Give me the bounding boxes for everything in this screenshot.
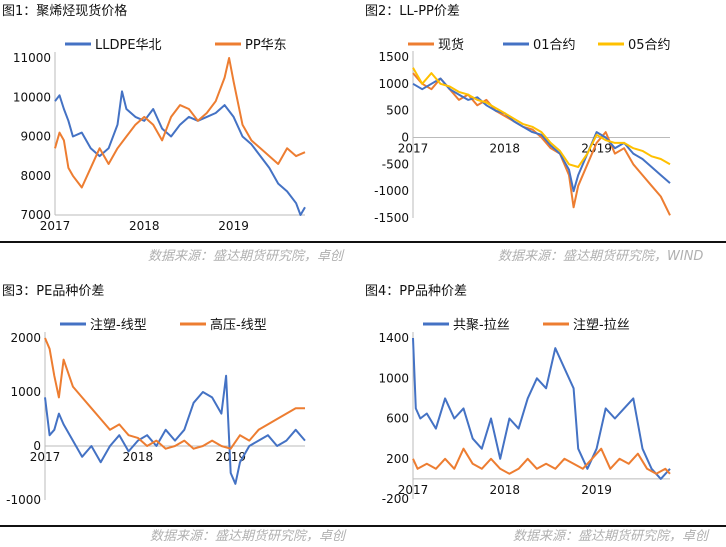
panel-pp-spread: 图4：PP品种价差 -200 200 600 1000 1400 2017 2018 2019…: [363, 280, 726, 547]
legend-label: LLDPE华北: [95, 38, 162, 53]
source-note: 数据来源：盛达期货研究院，卓创: [513, 529, 709, 544]
y-tick-label: 10000: [13, 90, 51, 104]
y-tick-label: 600: [386, 412, 409, 426]
series-line-2: [412, 67, 671, 168]
y-tick-label: 7000: [20, 208, 51, 222]
y-tick-label: 1000: [378, 77, 409, 91]
divider: [0, 525, 363, 527]
y-tick-label: 1000: [378, 371, 409, 385]
y-tick-label: 8000: [20, 169, 51, 183]
x-tick-label: 2018: [123, 450, 154, 464]
x-tick-label: 2017: [40, 219, 71, 233]
series-line-0: [44, 374, 306, 485]
series-line-0: [54, 90, 306, 216]
legend-label: PP华东: [245, 38, 287, 53]
legend-label: 注塑-线型: [90, 318, 147, 333]
x-tick-label: 2018: [490, 483, 521, 497]
x-tick-label: 2017: [398, 483, 429, 497]
x-tick-label: 2017: [30, 450, 61, 464]
legend-label: 共聚-拉丝: [453, 318, 510, 333]
y-tick-label: -1500: [374, 211, 409, 225]
divider: [0, 241, 363, 243]
series-line-0: [412, 337, 671, 480]
panel-title: 图2：LL-PP价差: [365, 4, 460, 19]
panel-title: 图3：PE品种价差: [2, 284, 105, 299]
source-note: 数据来源：盛达期货研究院，WIND: [498, 249, 704, 264]
y-tick-label: 0: [401, 131, 409, 145]
legend-label: 高压-线型: [210, 317, 267, 333]
y-tick-label: 1500: [378, 50, 409, 64]
chart-pp-spread: -200 200 600 1000 1400 2017 2018 2019 共聚-拉丝 注塑-拉丝: [378, 318, 671, 506]
chart-spot-prices: 7000 8000 9000 10000 11000 2017 2018 2019 LLDPE华…: [13, 38, 306, 233]
y-tick-label: 2000: [10, 331, 41, 345]
y-tick-label: 500: [386, 104, 409, 118]
source-note: 数据来源：盛达期货研究院，卓创: [148, 249, 344, 264]
series-line-1: [412, 77, 671, 193]
source-note: 数据来源：盛达期货研究院，卓创: [150, 529, 346, 544]
panel-spot-prices: 图1：聚烯烃现货价格 7000 8000 9000 10000 11000 2017 201…: [0, 0, 363, 273]
panel-ll-pp-spread: 图2：LL-PP价差 -1500 -1000 -500 0 500 1000 1500 201…: [363, 0, 726, 273]
panel-pe-spread: 图3：PE品种价差 -1000 0 1000 2000 2017 2018 2019 注塑-线…: [0, 280, 363, 547]
series-line-1: [412, 447, 671, 475]
y-tick-label: 1400: [378, 331, 409, 345]
x-tick-label: 2019: [218, 219, 249, 233]
x-tick-label: 2018: [129, 219, 160, 233]
panel-title: 图4：PP品种价差: [365, 284, 467, 299]
y-tick-label: 0: [33, 439, 41, 453]
series-line-0: [412, 72, 671, 216]
legend-label: 注塑-拉丝: [573, 318, 630, 333]
legend-label: 01合约: [533, 38, 576, 53]
y-tick-label: 9000: [20, 130, 51, 144]
y-tick-label: -200: [382, 492, 409, 506]
divider: [363, 525, 726, 527]
legend-label: 05合约: [628, 38, 671, 53]
x-tick-label: 2017: [398, 142, 429, 156]
y-tick-label: -1000: [374, 184, 409, 198]
panel-title: 图1：聚烯烃现货价格: [2, 4, 128, 19]
y-tick-label: 200: [386, 452, 409, 466]
x-tick-label: 2018: [490, 142, 521, 156]
y-tick-label: -1000: [6, 493, 41, 507]
series-line-1: [44, 337, 305, 450]
y-tick-label: 1000: [10, 385, 41, 399]
y-tick-label: -500: [382, 157, 409, 171]
y-tick-label: 11000: [13, 51, 51, 65]
divider: [363, 241, 726, 243]
series-line-1: [54, 57, 306, 189]
legend-label: 现货: [438, 37, 464, 53]
x-tick-label: 2019: [581, 483, 612, 497]
